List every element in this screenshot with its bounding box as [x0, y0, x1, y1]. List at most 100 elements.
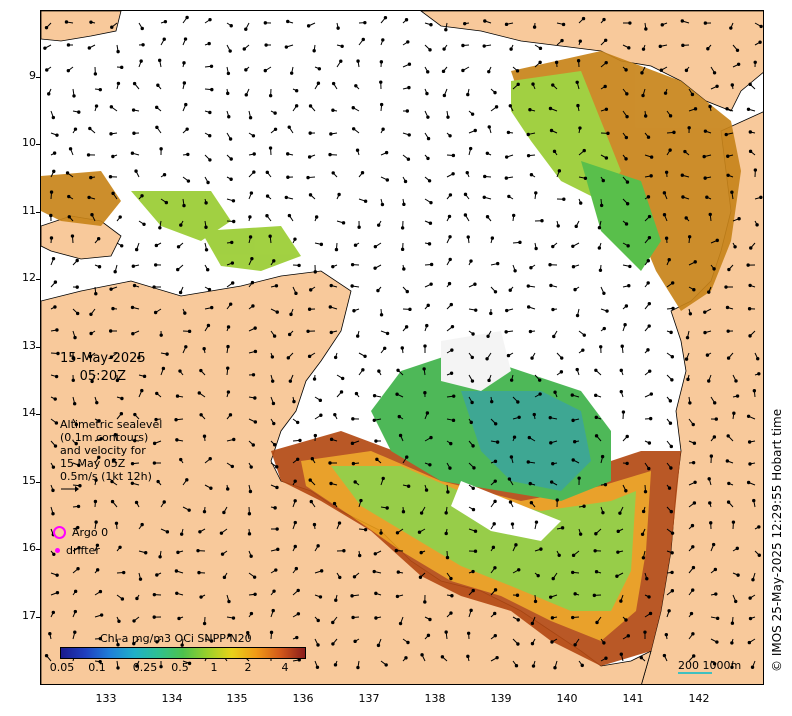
velocity-vector-head — [616, 550, 620, 554]
velocity-vector-head — [471, 444, 475, 448]
map-date: 15-May-2025 — [60, 351, 146, 366]
velocity-vector-head — [606, 131, 610, 136]
velocity-vector-head — [526, 132, 530, 137]
velocity-vector-head — [182, 61, 186, 65]
velocity-vector-head — [52, 169, 56, 174]
velocity-vector-head — [604, 38, 608, 42]
velocity-vector-head — [53, 280, 58, 284]
velocity-vector-head — [736, 573, 740, 577]
velocity-vector-head — [683, 149, 687, 154]
velocity-vector-head — [248, 235, 253, 239]
velocity-vector-head — [510, 522, 515, 526]
velocity-vector-head — [298, 438, 302, 443]
velocity-vector-head — [385, 178, 390, 182]
velocity-vector-head — [45, 68, 49, 72]
velocity-vector-head — [712, 662, 717, 666]
velocity-vector-head — [407, 133, 411, 137]
velocity-vector-head — [185, 15, 189, 20]
velocity-vector-head — [512, 435, 517, 439]
velocity-vector-head — [714, 417, 718, 421]
velocity-vector-head — [551, 244, 555, 249]
velocity-vector-head — [158, 226, 162, 230]
velocity-vector-head — [315, 665, 320, 669]
velocity-vector-head — [748, 596, 752, 600]
velocity-vector-head — [530, 356, 534, 360]
velocity-vector-head — [66, 43, 71, 47]
velocity-vector-head — [551, 307, 555, 312]
velocity-vector-head — [619, 599, 623, 603]
velocity-vector-head — [110, 499, 115, 504]
velocity-vector-head — [350, 594, 354, 598]
velocity-vector-head — [463, 192, 468, 197]
velocity-vector-head — [155, 105, 159, 110]
velocity-vector-head — [274, 284, 279, 288]
velocity-vector-head — [490, 236, 495, 240]
velocity-vector-head — [77, 463, 81, 467]
velocity-vector-head — [119, 412, 124, 416]
velocity-vector-head — [75, 285, 79, 289]
velocity-vector-head — [138, 577, 143, 581]
velocity-vector-head — [350, 262, 355, 267]
velocity-vector-head — [51, 115, 56, 120]
velocity-vector-head — [573, 287, 577, 292]
velocity-vector-head — [354, 84, 358, 88]
new-guinea-land — [420, 11, 763, 112]
velocity-vector-head — [487, 378, 491, 383]
velocity-vector-head — [48, 632, 52, 636]
velocity-vector-head — [229, 157, 233, 161]
velocity-vector-head — [753, 168, 758, 172]
velocity-vector-head — [226, 325, 231, 329]
velocity-vector-head — [89, 312, 93, 316]
velocity-vector-head — [419, 550, 423, 555]
velocity-vector-head — [342, 549, 346, 553]
velocity-vector-head — [668, 421, 673, 425]
velocity-vector-head — [515, 593, 520, 597]
velocity-vector-head — [253, 396, 257, 400]
velocity-vector-head — [353, 639, 357, 644]
velocity-vector-head — [407, 85, 411, 90]
velocity-vector-head — [153, 263, 158, 267]
velocity-vector-head — [759, 24, 763, 29]
velocity-vector-head — [210, 87, 214, 92]
velocity-vector-head — [571, 458, 575, 462]
velocity-vector-head — [425, 91, 429, 96]
velocity-vector-head — [447, 281, 452, 286]
velocity-vector-head — [250, 280, 255, 285]
velocity-vector-head — [426, 136, 431, 141]
velocity-vector-head — [468, 146, 473, 151]
velocity-vector-head — [294, 88, 299, 93]
lat-tick: 16 — [22, 541, 36, 554]
velocity-vector-head — [94, 104, 99, 108]
velocity-vector-head — [560, 38, 564, 43]
map-panel[interactable] — [40, 10, 764, 685]
velocity-vector-head — [707, 477, 711, 481]
velocity-vector-head — [486, 334, 490, 338]
velocity-vector-head — [670, 551, 674, 555]
velocity-vector-head — [351, 615, 355, 620]
velocity-vector-head — [328, 152, 332, 157]
velocity-vector-head — [249, 465, 253, 469]
lon-tick: 140 — [556, 692, 578, 705]
velocity-vector-head — [154, 417, 158, 422]
velocity-vector-head — [319, 569, 324, 573]
velocity-vector-head — [97, 265, 102, 269]
velocity-vector-head — [662, 653, 667, 658]
velocity-vector-head — [508, 500, 513, 504]
velocity-vector-head — [398, 433, 403, 438]
lon-tick: 137 — [358, 692, 380, 705]
velocity-vector-head — [98, 636, 103, 641]
velocity-vector-head — [748, 462, 752, 466]
velocity-vector-head — [252, 152, 256, 156]
velocity-vector-head — [374, 616, 378, 620]
velocity-vectors — [43, 15, 763, 670]
velocity-vector-head — [51, 610, 56, 615]
velocity-vector-head — [408, 307, 412, 312]
velocity-vector-head — [644, 27, 648, 31]
altimetry-line: and velocity for — [60, 444, 146, 457]
velocity-vector-head — [444, 511, 448, 515]
velocity-vector-head — [557, 553, 561, 557]
velocity-vector-head — [113, 432, 118, 437]
colorbar-tick: 0.05 — [49, 661, 75, 674]
velocity-vector-head — [641, 509, 646, 514]
velocity-vector-head — [713, 401, 717, 405]
